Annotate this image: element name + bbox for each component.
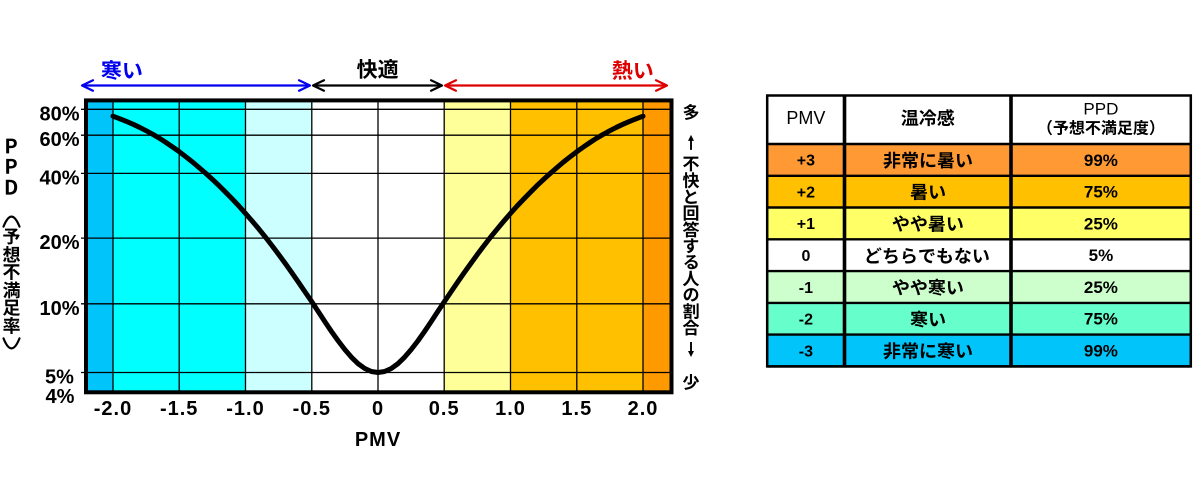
svg-text:25%: 25% xyxy=(1084,214,1118,233)
svg-text:+1: +1 xyxy=(797,216,815,233)
svg-text:1.5: 1.5 xyxy=(561,398,592,420)
svg-text:PMV: PMV xyxy=(355,429,401,451)
svg-text:1.0: 1.0 xyxy=(495,398,526,420)
svg-text:40%: 40% xyxy=(39,167,79,189)
svg-text:0: 0 xyxy=(372,398,384,420)
svg-text:2.0: 2.0 xyxy=(628,398,659,420)
svg-text:99%: 99% xyxy=(1084,342,1118,361)
svg-text:4%: 4% xyxy=(46,386,75,408)
svg-text:-0.5: -0.5 xyxy=(293,398,331,420)
svg-text:25%: 25% xyxy=(1084,278,1118,297)
svg-text:60%: 60% xyxy=(39,129,79,151)
svg-text:10%: 10% xyxy=(39,298,79,320)
svg-text:0: 0 xyxy=(801,248,810,265)
svg-text:80%: 80% xyxy=(39,103,79,125)
svg-text:75%: 75% xyxy=(1084,310,1118,329)
svg-text:-1.5: -1.5 xyxy=(160,398,198,420)
svg-text:5%: 5% xyxy=(1089,246,1114,265)
svg-text:+2: +2 xyxy=(797,185,815,202)
svg-text:+3: +3 xyxy=(797,153,815,170)
svg-text:5%: 5% xyxy=(45,367,74,389)
svg-text:20%: 20% xyxy=(39,232,79,254)
svg-text:PPD: PPD xyxy=(1083,100,1118,119)
svg-text:-2.0: -2.0 xyxy=(94,398,132,420)
svg-text:-1.0: -1.0 xyxy=(226,398,264,420)
svg-text:-2: -2 xyxy=(799,312,813,329)
svg-text:-1: -1 xyxy=(799,280,813,297)
svg-text:-3: -3 xyxy=(799,343,813,360)
svg-text:0.5: 0.5 xyxy=(429,398,460,420)
svg-text:99%: 99% xyxy=(1084,151,1118,170)
svg-text:75%: 75% xyxy=(1084,183,1118,202)
svg-text:PMV: PMV xyxy=(786,108,825,128)
